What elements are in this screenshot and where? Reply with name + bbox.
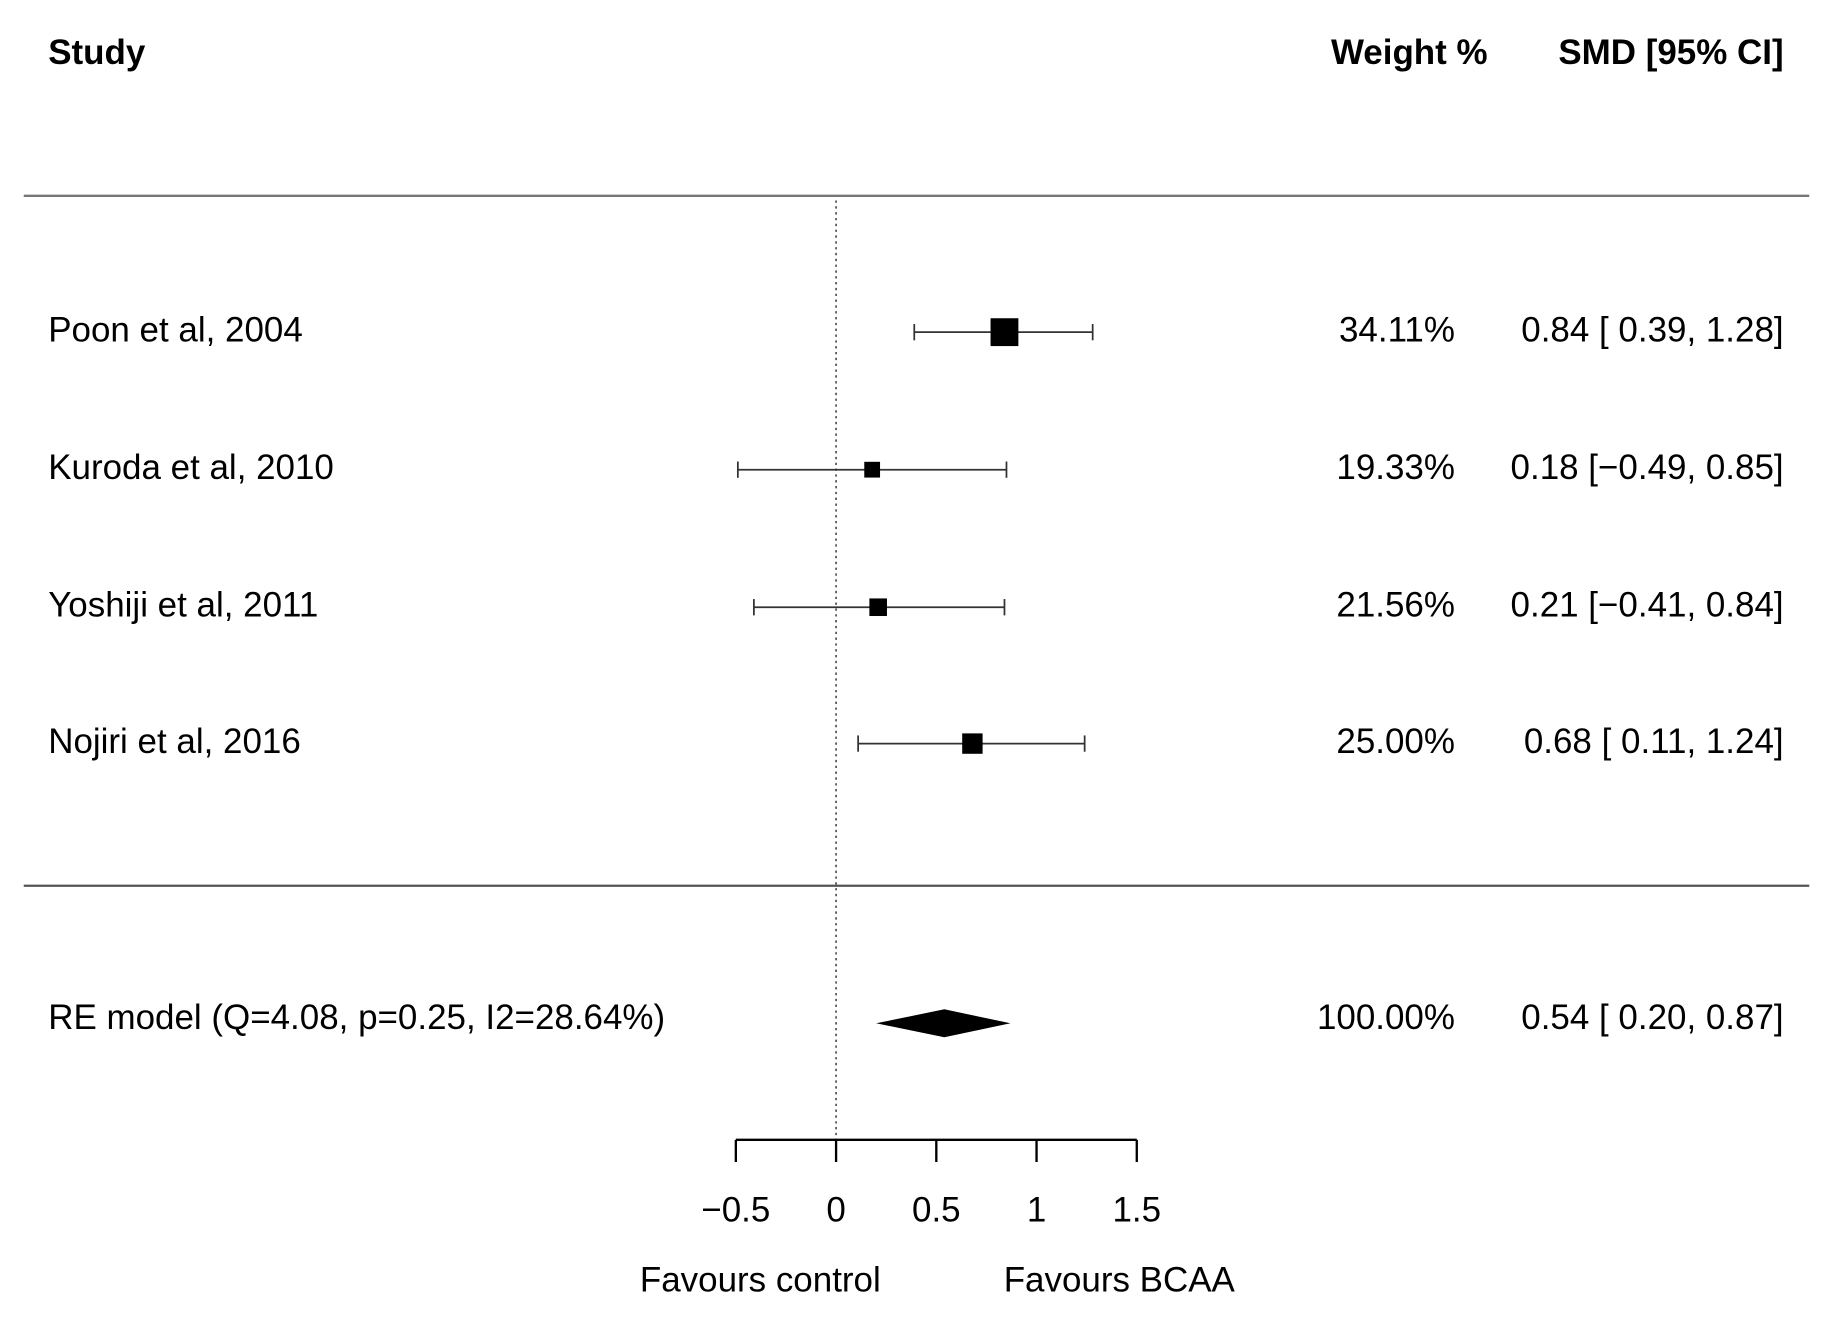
ci-label: 0.84 [ 0.39, 1.28] [1521, 310, 1783, 349]
ci-label: 0.68 [ 0.11, 1.24] [1524, 722, 1784, 761]
x-tick-label: 0.5 [912, 1190, 961, 1229]
header-study: Study [48, 33, 146, 72]
study-estimate [962, 733, 983, 754]
x-label-left: Favours control [640, 1260, 881, 1299]
study-label: Poon et al, 2004 [48, 310, 303, 349]
study-estimate [864, 461, 881, 478]
summary-ci: 0.54 [ 0.20, 0.87] [1521, 998, 1783, 1037]
x-tick-label: 1.5 [1112, 1190, 1161, 1229]
study-label: Nojiri et al, 2016 [48, 722, 301, 761]
summary-diamond [876, 1009, 1011, 1038]
x-tick-label: −0.5 [701, 1190, 770, 1229]
header-effect: SMD [95% CI] [1558, 33, 1783, 72]
ci-label: 0.18 [−0.49, 0.85] [1511, 448, 1784, 487]
ci-label: 0.21 [−0.41, 0.84] [1511, 585, 1784, 624]
weight-label: 25.00% [1336, 722, 1455, 761]
weight-label: 21.56% [1336, 585, 1455, 624]
x-label-right: Favours BCAA [1004, 1260, 1236, 1299]
summary-label: RE model (Q=4.08, p=0.25, I2=28.64%) [48, 998, 665, 1037]
study-label: Kuroda et al, 2010 [48, 448, 334, 487]
weight-label: 19.33% [1336, 448, 1455, 487]
study-label: Yoshiji et al, 2011 [48, 585, 318, 624]
study-estimate [869, 598, 887, 617]
study-estimate [990, 318, 1019, 347]
x-tick-label: 0 [826, 1190, 845, 1229]
weight-label: 34.11% [1339, 310, 1455, 349]
x-tick-label: 1 [1027, 1190, 1046, 1229]
header-weight: Weight % [1331, 33, 1488, 72]
summary-weight: 100.00% [1317, 998, 1455, 1037]
